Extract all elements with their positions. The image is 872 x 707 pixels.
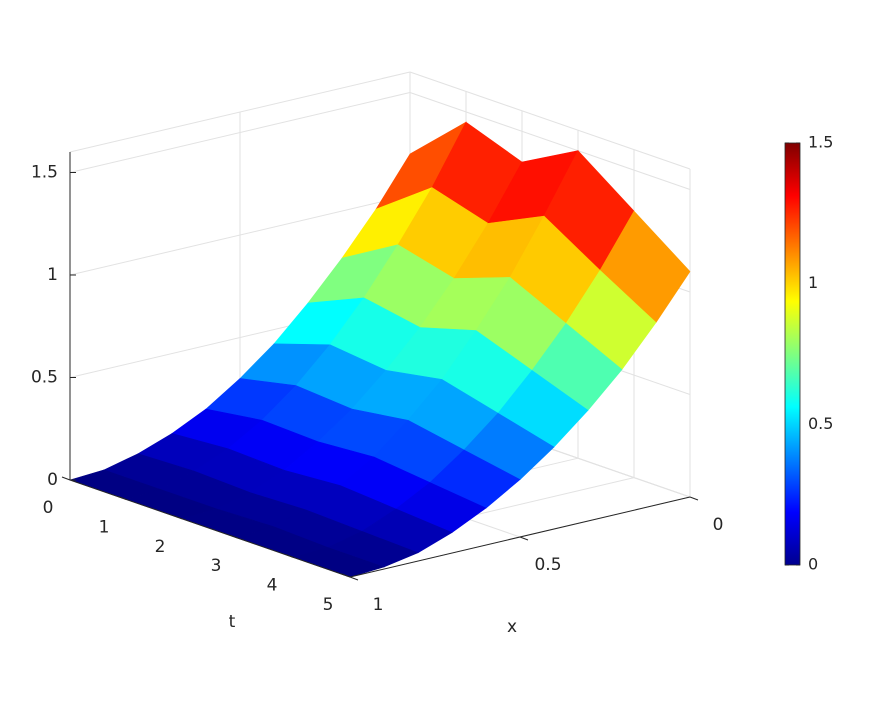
colorbar-tick-label: 0.5 <box>808 414 833 433</box>
tick-mark <box>229 534 239 539</box>
t-tick-label: 3 <box>211 556 222 576</box>
axes-front: 0 0.5 1 1.5 0 1 2 3 4 5 0 0.5 1 0 0.5 1 1.5 <box>31 133 834 616</box>
x-axis-label: x <box>507 617 517 637</box>
box-edge <box>69 71 411 153</box>
tick-mark <box>117 495 127 500</box>
colorbar <box>784 142 801 566</box>
axis-line <box>69 479 351 578</box>
t-tick-label: 0 <box>43 498 54 518</box>
z-tick-label: 0.5 <box>31 368 58 388</box>
box-edge <box>409 71 691 170</box>
tick-mark <box>349 576 359 581</box>
tick-mark <box>689 496 699 501</box>
tick-mark <box>285 554 295 559</box>
surface <box>69 121 691 578</box>
t-axis-label: t <box>229 612 236 632</box>
t-tick-label: 2 <box>155 537 166 557</box>
t-tick-label: 1 <box>99 517 110 537</box>
tick-mark <box>341 573 351 578</box>
z-tick-label: 1.5 <box>31 163 58 183</box>
t-tick-label: 5 <box>323 595 334 615</box>
grid-line <box>409 92 691 190</box>
x-tick-label: 1 <box>373 595 384 615</box>
colorbar-tick-label: 0 <box>808 555 818 574</box>
x-tick-label: 0 <box>713 515 724 535</box>
colorbar-tick-label: 1 <box>808 273 818 292</box>
colorbar-tick-label: 1.5 <box>808 133 833 152</box>
z-tick-label: 0 <box>47 470 58 490</box>
t-tick-label: 4 <box>267 576 278 596</box>
tick-mark <box>519 536 529 541</box>
tick-mark <box>173 515 183 520</box>
z-tick-label: 1 <box>47 265 58 285</box>
x-tick-label: 0.5 <box>534 555 561 575</box>
tick-mark <box>61 476 71 481</box>
